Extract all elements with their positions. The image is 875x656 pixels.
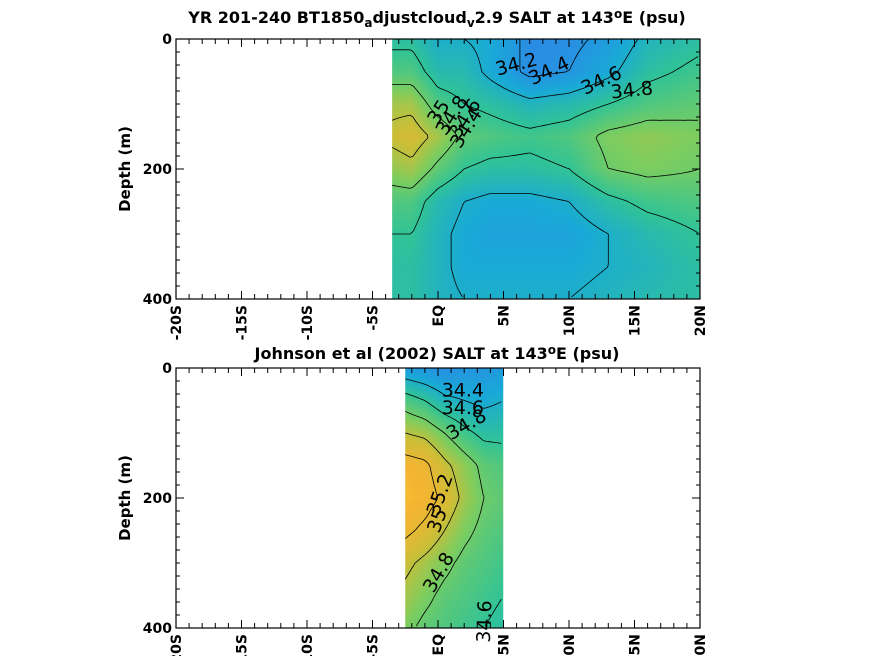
x-tick-label: -5S: [366, 305, 382, 331]
contour-line: [392, 49, 699, 235]
contour-label: 34.6: [442, 397, 484, 419]
y-axis-label: Depth (m): [116, 126, 134, 212]
contour-line: [450, 38, 639, 298]
x-tick-label: -15S: [235, 305, 251, 340]
x-tick-label: 20N: [693, 305, 709, 336]
contour-line: [391, 114, 429, 158]
x-tick-label: 5N: [497, 634, 513, 655]
y-tick-label: 200: [143, 162, 172, 178]
x-tick-label: EQ: [431, 634, 447, 656]
y-tick-label: 200: [143, 491, 172, 507]
x-tick-label: 15N: [628, 305, 644, 336]
y-tick-label: 0: [162, 32, 172, 48]
salinity-field: [405, 368, 504, 628]
y-tick-label: 400: [143, 292, 172, 308]
x-tick-label: -10S: [300, 305, 316, 340]
x-tick-label: 20N: [693, 634, 709, 656]
x-tick-label: -20S: [169, 305, 185, 340]
contour-label: 34.6: [473, 600, 496, 643]
x-tick-label: EQ: [431, 305, 447, 327]
salt-panel-johnson: Johnson et al (2002) SALT at 143oE (psu)…: [116, 343, 709, 656]
x-tick-label: 15N: [628, 634, 644, 656]
chart-title: Johnson et al (2002) SALT at 143oE (psu): [254, 343, 620, 363]
x-tick-label: 10N: [562, 305, 578, 336]
salt-panel-model: YR 201-240 BT1850adjustcloudv2.9 SALT at…: [116, 7, 709, 341]
y-tick-label: 0: [162, 361, 172, 377]
contour-label: 34.4: [442, 379, 484, 401]
contour-line: [405, 392, 502, 627]
contour-line: [405, 378, 502, 409]
contour-line: [405, 410, 485, 627]
contour-label: 34.8: [610, 77, 654, 103]
y-axis-label: Depth (m): [116, 455, 134, 541]
contour-line: [519, 38, 589, 78]
contour-line: [392, 84, 699, 189]
x-tick-label: -15S: [235, 634, 251, 656]
chart-title: YR 201-240 BT1850adjustcloudv2.9 SALT at…: [187, 7, 685, 30]
x-tick-label: 5N: [497, 305, 513, 326]
contour-line: [404, 432, 460, 580]
contour-line: [405, 454, 439, 539]
x-tick-label: -5S: [366, 634, 382, 656]
y-tick-label: 400: [143, 621, 172, 637]
x-tick-label: 10N: [562, 634, 578, 656]
x-tick-label: -20S: [169, 634, 185, 656]
x-tick-label: -10S: [300, 634, 316, 656]
